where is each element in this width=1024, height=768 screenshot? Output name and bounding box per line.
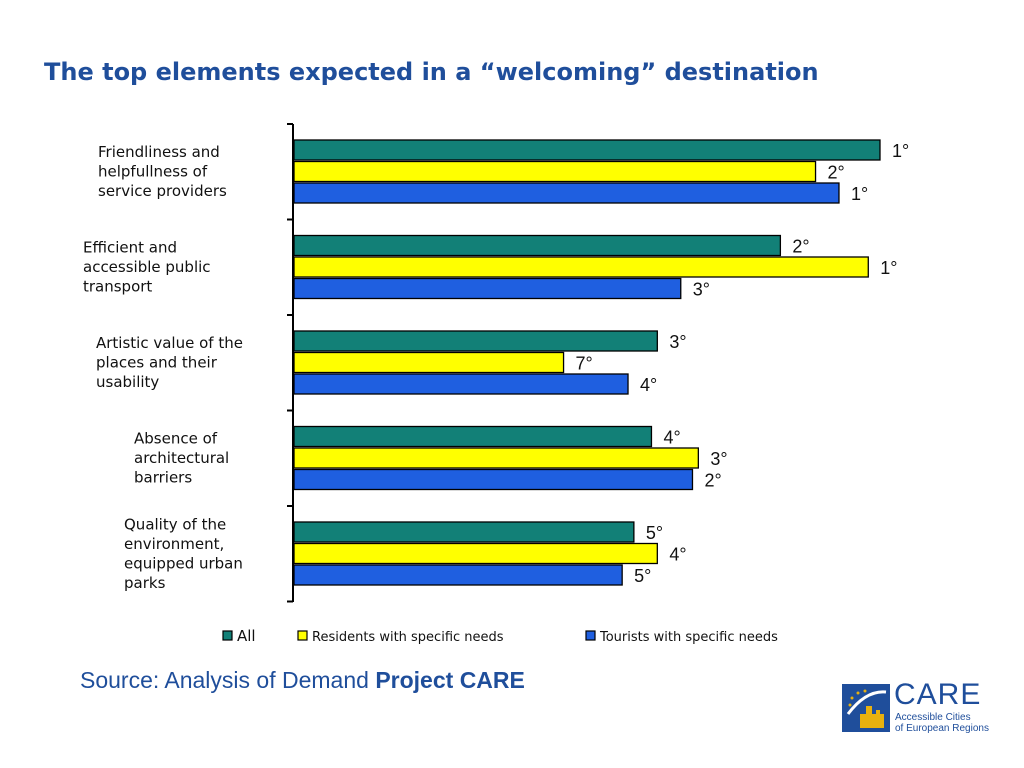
chart-axis: [287, 123, 294, 603]
bar: [293, 160, 817, 183]
category-label: Absence of architectural barriers: [134, 430, 229, 487]
category-label-line: Absence of: [134, 430, 218, 448]
bar: [293, 182, 840, 204]
chart-labels: Friendliness and helpfullness of service p…: [83, 141, 909, 592]
legend-swatch: [297, 630, 308, 641]
category-label-line: Artistic value of the: [96, 334, 243, 352]
category-label-line: places and their: [96, 354, 218, 372]
bar-chart: Friendliness and helpfullness of service p…: [83, 123, 909, 645]
category-label: Quality of the environment, equipped urban…: [124, 515, 243, 592]
bar-data-label: 3°: [693, 280, 710, 300]
category-label-line: Quality of the: [124, 515, 226, 533]
category-label-line: environment,: [124, 535, 224, 553]
bar: [293, 542, 658, 565]
bar-data-label: 2°: [828, 163, 845, 183]
bar-data-label: 2°: [792, 237, 809, 257]
bar: [293, 234, 782, 257]
legend-label: All: [237, 627, 256, 645]
legend-swatch: [222, 630, 233, 641]
category-label-line: Efficient and: [83, 239, 177, 257]
bar: [293, 277, 682, 300]
category-label-line: usability: [96, 373, 159, 391]
bar-data-label: 7°: [576, 354, 593, 374]
bar: [293, 564, 623, 586]
category-label: Friendliness and helpfullness of service p…: [98, 143, 227, 200]
bar: [293, 425, 653, 448]
bar: [293, 468, 694, 491]
category-label-line: architectural: [134, 449, 229, 467]
bar: [293, 139, 881, 161]
bar-data-label: 4°: [663, 428, 680, 448]
source-note: Source: Analysis of Demand Project CARE: [80, 667, 525, 694]
category-label: Efficient and accessible public transport: [83, 239, 211, 296]
chart-legend: All Residents with specific needs Tourists…: [222, 627, 778, 645]
care-logo: CARE Accessible Cities of European Regio…: [842, 678, 992, 734]
category-label-line: accessible public: [83, 258, 211, 276]
bar-data-label: 1°: [880, 258, 897, 278]
chart-bars: [293, 139, 881, 586]
bar: [293, 330, 658, 352]
bar: [293, 373, 629, 395]
logo-word: CARE: [894, 678, 982, 711]
bar: [293, 256, 869, 278]
category-label: Artistic value of the places and their usa…: [96, 334, 243, 391]
category-label-line: transport: [83, 278, 152, 296]
category-label-line: barriers: [134, 469, 192, 487]
legend-swatch: [585, 630, 596, 641]
category-label-line: Friendliness and: [98, 143, 220, 161]
category-label-line: parks: [124, 574, 166, 592]
care-emblem-icon: [842, 684, 890, 732]
bar: [293, 351, 565, 374]
legend-label: Residents with specific needs: [312, 630, 504, 645]
bar-data-label: 1°: [892, 141, 909, 161]
logo-subtitle: Accessible Cities of European Regions: [895, 712, 989, 734]
bar-data-label: 3°: [669, 332, 686, 352]
category-label-line: equipped urban: [124, 554, 243, 572]
page-title: The top elements expected in a “welcomin…: [44, 58, 819, 86]
category-label-line: service providers: [98, 182, 227, 200]
legend-label: Tourists with specific needs: [599, 630, 778, 645]
source-project: Project CARE: [375, 667, 525, 693]
bar-data-label: 5°: [634, 566, 651, 586]
bar-data-label: 3°: [710, 449, 727, 469]
category-label-line: helpfullness of: [98, 163, 208, 181]
bar-data-label: 5°: [646, 523, 663, 543]
bar-data-label: 4°: [640, 375, 657, 395]
bar: [293, 521, 635, 543]
bar-data-label: 4°: [669, 545, 686, 565]
bar-data-label: 1°: [851, 184, 868, 204]
source-prefix: Source: Analysis of Demand: [80, 667, 376, 693]
bar: [293, 447, 699, 469]
bar-data-label: 2°: [704, 471, 721, 491]
